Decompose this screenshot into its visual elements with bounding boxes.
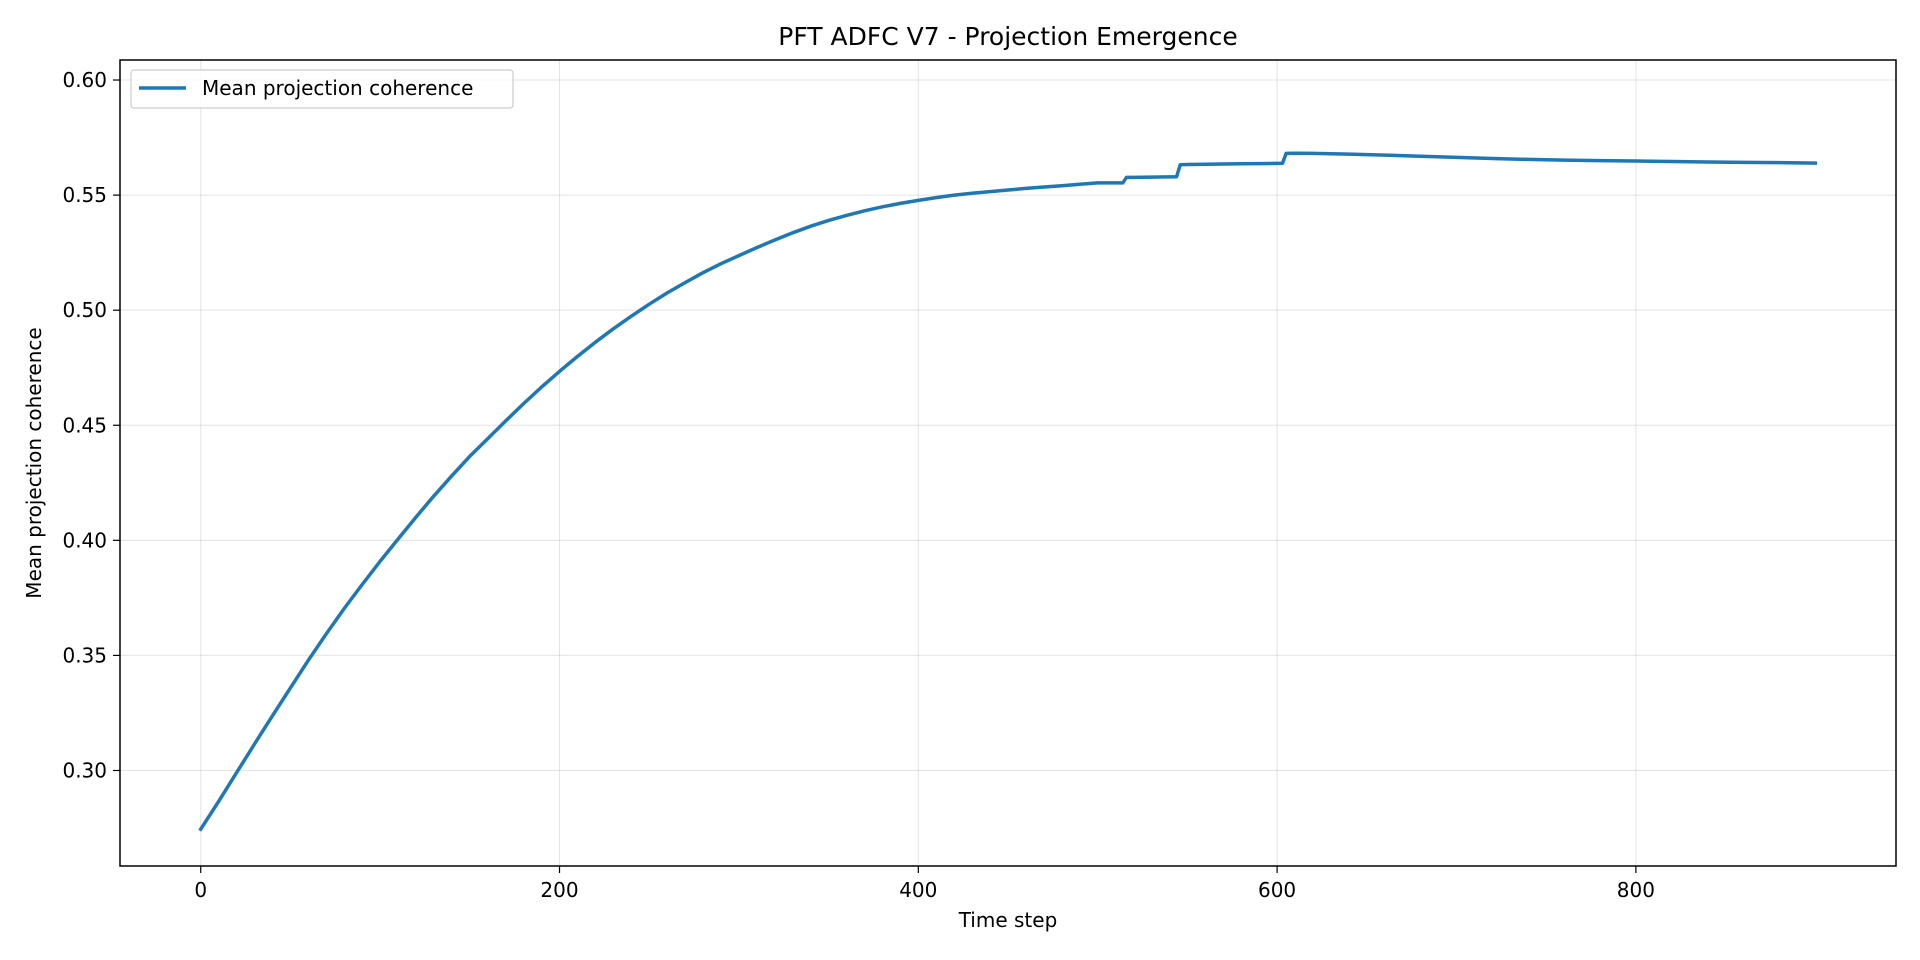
y-tick-label: 0.60 [62, 68, 107, 92]
x-tick-label: 600 [1258, 878, 1296, 902]
x-tick-label: 200 [540, 878, 578, 902]
y-axis-label: Mean projection coherence [22, 327, 46, 598]
y-tick-label: 0.30 [62, 758, 107, 782]
legend-box [130, 69, 514, 109]
legend: Mean projection coherence [130, 69, 514, 109]
y-tick-label: 0.40 [62, 528, 107, 552]
x-tick-label: 400 [899, 878, 937, 902]
x-tick-label: 800 [1617, 878, 1655, 902]
x-axis-label: Time step [958, 908, 1058, 932]
chart-title: PFT ADFC V7 - Projection Emergence [778, 22, 1237, 51]
series-lines [198, 151, 1818, 832]
series-line-0 [198, 151, 1818, 832]
y-axis: 0.30 0.35 0.40 0.45 0.50 0.55 0.60 [62, 68, 120, 782]
x-axis: 0 200 400 600 800 [194, 866, 1655, 902]
legend-label: Mean projection coherence [202, 76, 473, 100]
y-tick-label: 0.55 [62, 183, 107, 207]
plot-frame [119, 59, 1897, 867]
x-tick-label: 0 [194, 878, 207, 902]
y-tick-label: 0.45 [62, 413, 107, 437]
y-tick-label: 0.50 [62, 298, 107, 322]
y-tick-label: 0.35 [62, 643, 107, 667]
